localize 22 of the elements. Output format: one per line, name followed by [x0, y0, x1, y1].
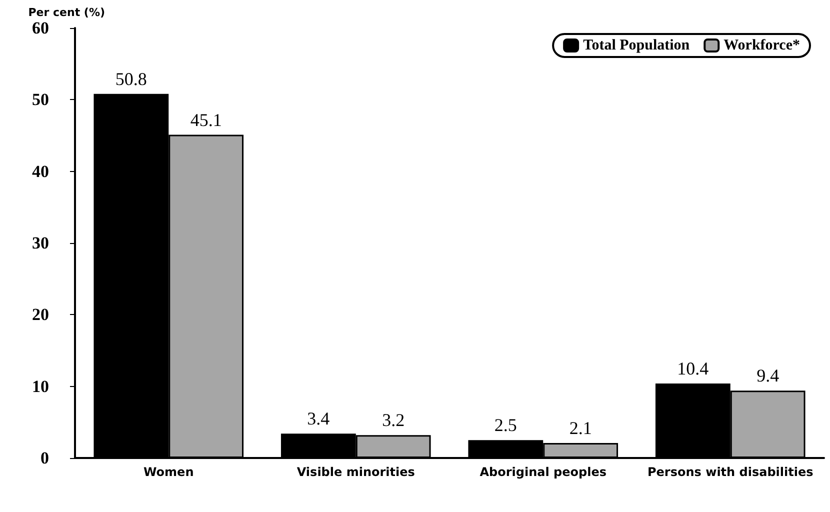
x-tick-label: Visible minorities [296, 465, 415, 479]
y-tick-label: 40 [32, 162, 49, 181]
data-label: 10.4 [677, 358, 709, 378]
y-tick-label: 50 [32, 90, 49, 110]
data-label: 2.5 [494, 415, 517, 436]
x-tick-label: Persons with disabilities [647, 465, 814, 479]
data-label: 2.1 [569, 418, 592, 438]
y-tick-label: 10 [32, 376, 49, 396]
data-label: 3.2 [382, 410, 405, 430]
data-label: 50.8 [115, 68, 147, 89]
y-tick-label: 20 [32, 305, 49, 324]
y-tick-label: 60 [32, 18, 49, 38]
data-label: 3.4 [307, 408, 330, 429]
y-tick-label: 30 [32, 234, 49, 252]
x-tick-label: Aboriginal peoples [480, 465, 606, 479]
data-label: 45.1 [190, 110, 222, 130]
data-label: 9.4 [756, 366, 780, 386]
x-tick-label: Women [144, 465, 194, 479]
legend-label: Total Population [583, 38, 690, 54]
legend-label: Workforce* [724, 38, 800, 54]
y-tick-label: 0 [40, 448, 49, 468]
y-axis-title: Per cent (%) [28, 6, 105, 19]
